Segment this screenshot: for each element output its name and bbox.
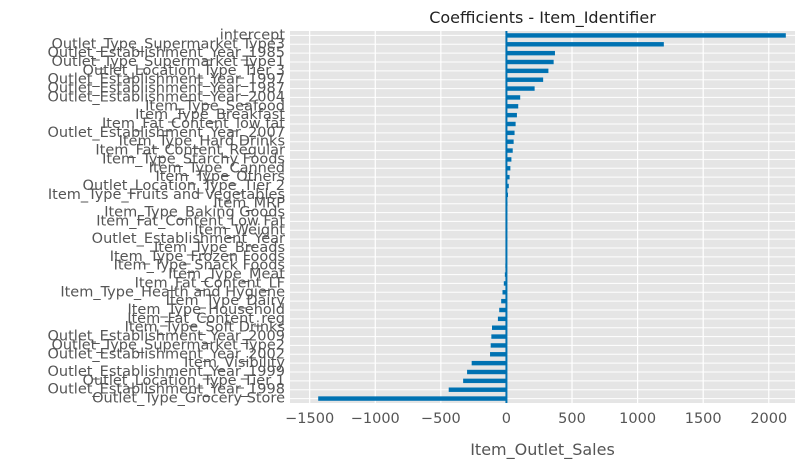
bar [506,121,516,127]
bar [506,166,511,171]
x-tick-label: 1000 [619,411,656,427]
category-label: Item_Type_Breads [154,240,285,256]
category-label: Item_Type_Hard Drinks [119,134,285,150]
category-label: Outlet_Type_Grocery Store [92,391,285,407]
bar [506,104,519,109]
bar [506,33,786,38]
category-label: Outlet_Establishment_Year_2004 [48,89,286,105]
x-tick-label: 500 [558,411,586,427]
bar [506,50,555,56]
bar [506,95,521,100]
bar [506,77,544,82]
bar [490,343,507,348]
x-tick-label: −1000 [351,411,400,427]
category-label: Outlet_Establishment_Year_2009 [48,329,286,345]
x-tick-label: 0 [502,411,511,427]
category-label: Outlet_Establishment_Year_1998 [48,382,286,398]
category-label: Item_Type_Meat [168,267,285,283]
category-label: Item_Fat_Content_Low Fat [96,213,285,229]
bar [502,290,507,295]
x-axis-label: Item_Outlet_Sales [470,440,615,460]
x-tick-label: −500 [421,411,461,427]
category-label: Outlet_Type_Supermarket Type3 [51,36,285,52]
category-label: Outlet_Location_Type_Tier 2 [83,178,285,194]
category-label: Item_Fat_Content_Regular [95,143,285,159]
bar [506,139,514,144]
category-label: Item_Type_Seafood [145,98,285,114]
category-label: Outlet_Establishment_Year_2007 [48,125,286,141]
category-label: Item_Type_Breakfast [135,107,285,123]
category-label: Item_Type_Canned [149,160,285,176]
bar [506,130,515,136]
category-label: Item_Type_Frozen Foods [110,249,285,265]
category-label: Outlet_Establishment_Year_2002 [48,346,286,362]
category-label: Outlet_Establishment_Year_1987 [48,81,286,97]
category-label: intercept [220,27,286,43]
category-label: Item_MRP [213,196,285,212]
category-label: Item_Type_Soft Drinks [125,320,285,336]
bar [448,387,507,392]
category-label: Outlet_Establishment_Year [92,231,285,247]
category-label: Item_Type_Baking Goods [104,205,285,221]
bar [499,307,507,313]
category-label: Item_Fat_Content_LF [135,275,285,291]
bar [506,174,510,180]
category-label: Item_Type_Household [127,302,285,318]
category-label: Item_Type_Dairy [166,293,286,309]
category-label: Item_Type_Health and Hygiene [60,284,285,300]
bar [503,281,507,286]
category-label: Outlet_Type_Supermarket Type1 [51,54,285,70]
bar [501,298,507,304]
category-label: Outlet_Location_Type_Tier 1 [83,373,285,389]
category-label: Outlet_Establishment_Year_1985 [48,45,286,61]
x-tick-label: −1500 [285,411,334,427]
bar [506,157,512,162]
bar [506,148,513,153]
category-label: Item_Type_Fruits and Vegetables [48,187,285,203]
bar [463,378,507,384]
gridlines [290,31,795,403]
bar [506,59,554,65]
bar [497,316,507,322]
bar [467,369,507,375]
category-label: Item_Type_Starchy Foods [102,151,285,167]
category-label: Item_Visibility [184,355,285,371]
category-label: Outlet_Location_Type_Tier 3 [83,63,285,79]
category-label: Item_Type_Others [155,169,285,185]
bar [506,42,664,47]
x-tick-label: 1500 [685,411,722,427]
bar [491,334,507,339]
bar [492,325,507,330]
bar [471,360,507,366]
bar [490,352,507,357]
bar [506,112,517,118]
bar [506,68,549,74]
bar [506,86,535,91]
category-label: Item_Fat_Content_low fat [102,116,285,132]
x-tick-labels: −1500 −1000 −500 0 500 1000 1500 2000 [285,411,787,427]
category-label: Item_Type_Snack Foods [114,258,285,274]
bar [318,396,507,401]
x-tick-label: 2000 [750,411,787,427]
chart-title: Coefficients - Item_Identifier [429,8,656,28]
category-label: Outlet_Establishment_Year_1999 [48,364,286,380]
bar [506,183,509,189]
category-label: Item_Weight [194,222,285,238]
category-label: Outlet_Type_Supermarket Type2 [51,337,285,353]
bars [318,31,786,403]
category-label: Outlet_Establishment_Year_1997 [48,72,286,88]
category-label: Item_Fat_Content_reg [127,311,285,327]
plot-background [290,31,795,403]
